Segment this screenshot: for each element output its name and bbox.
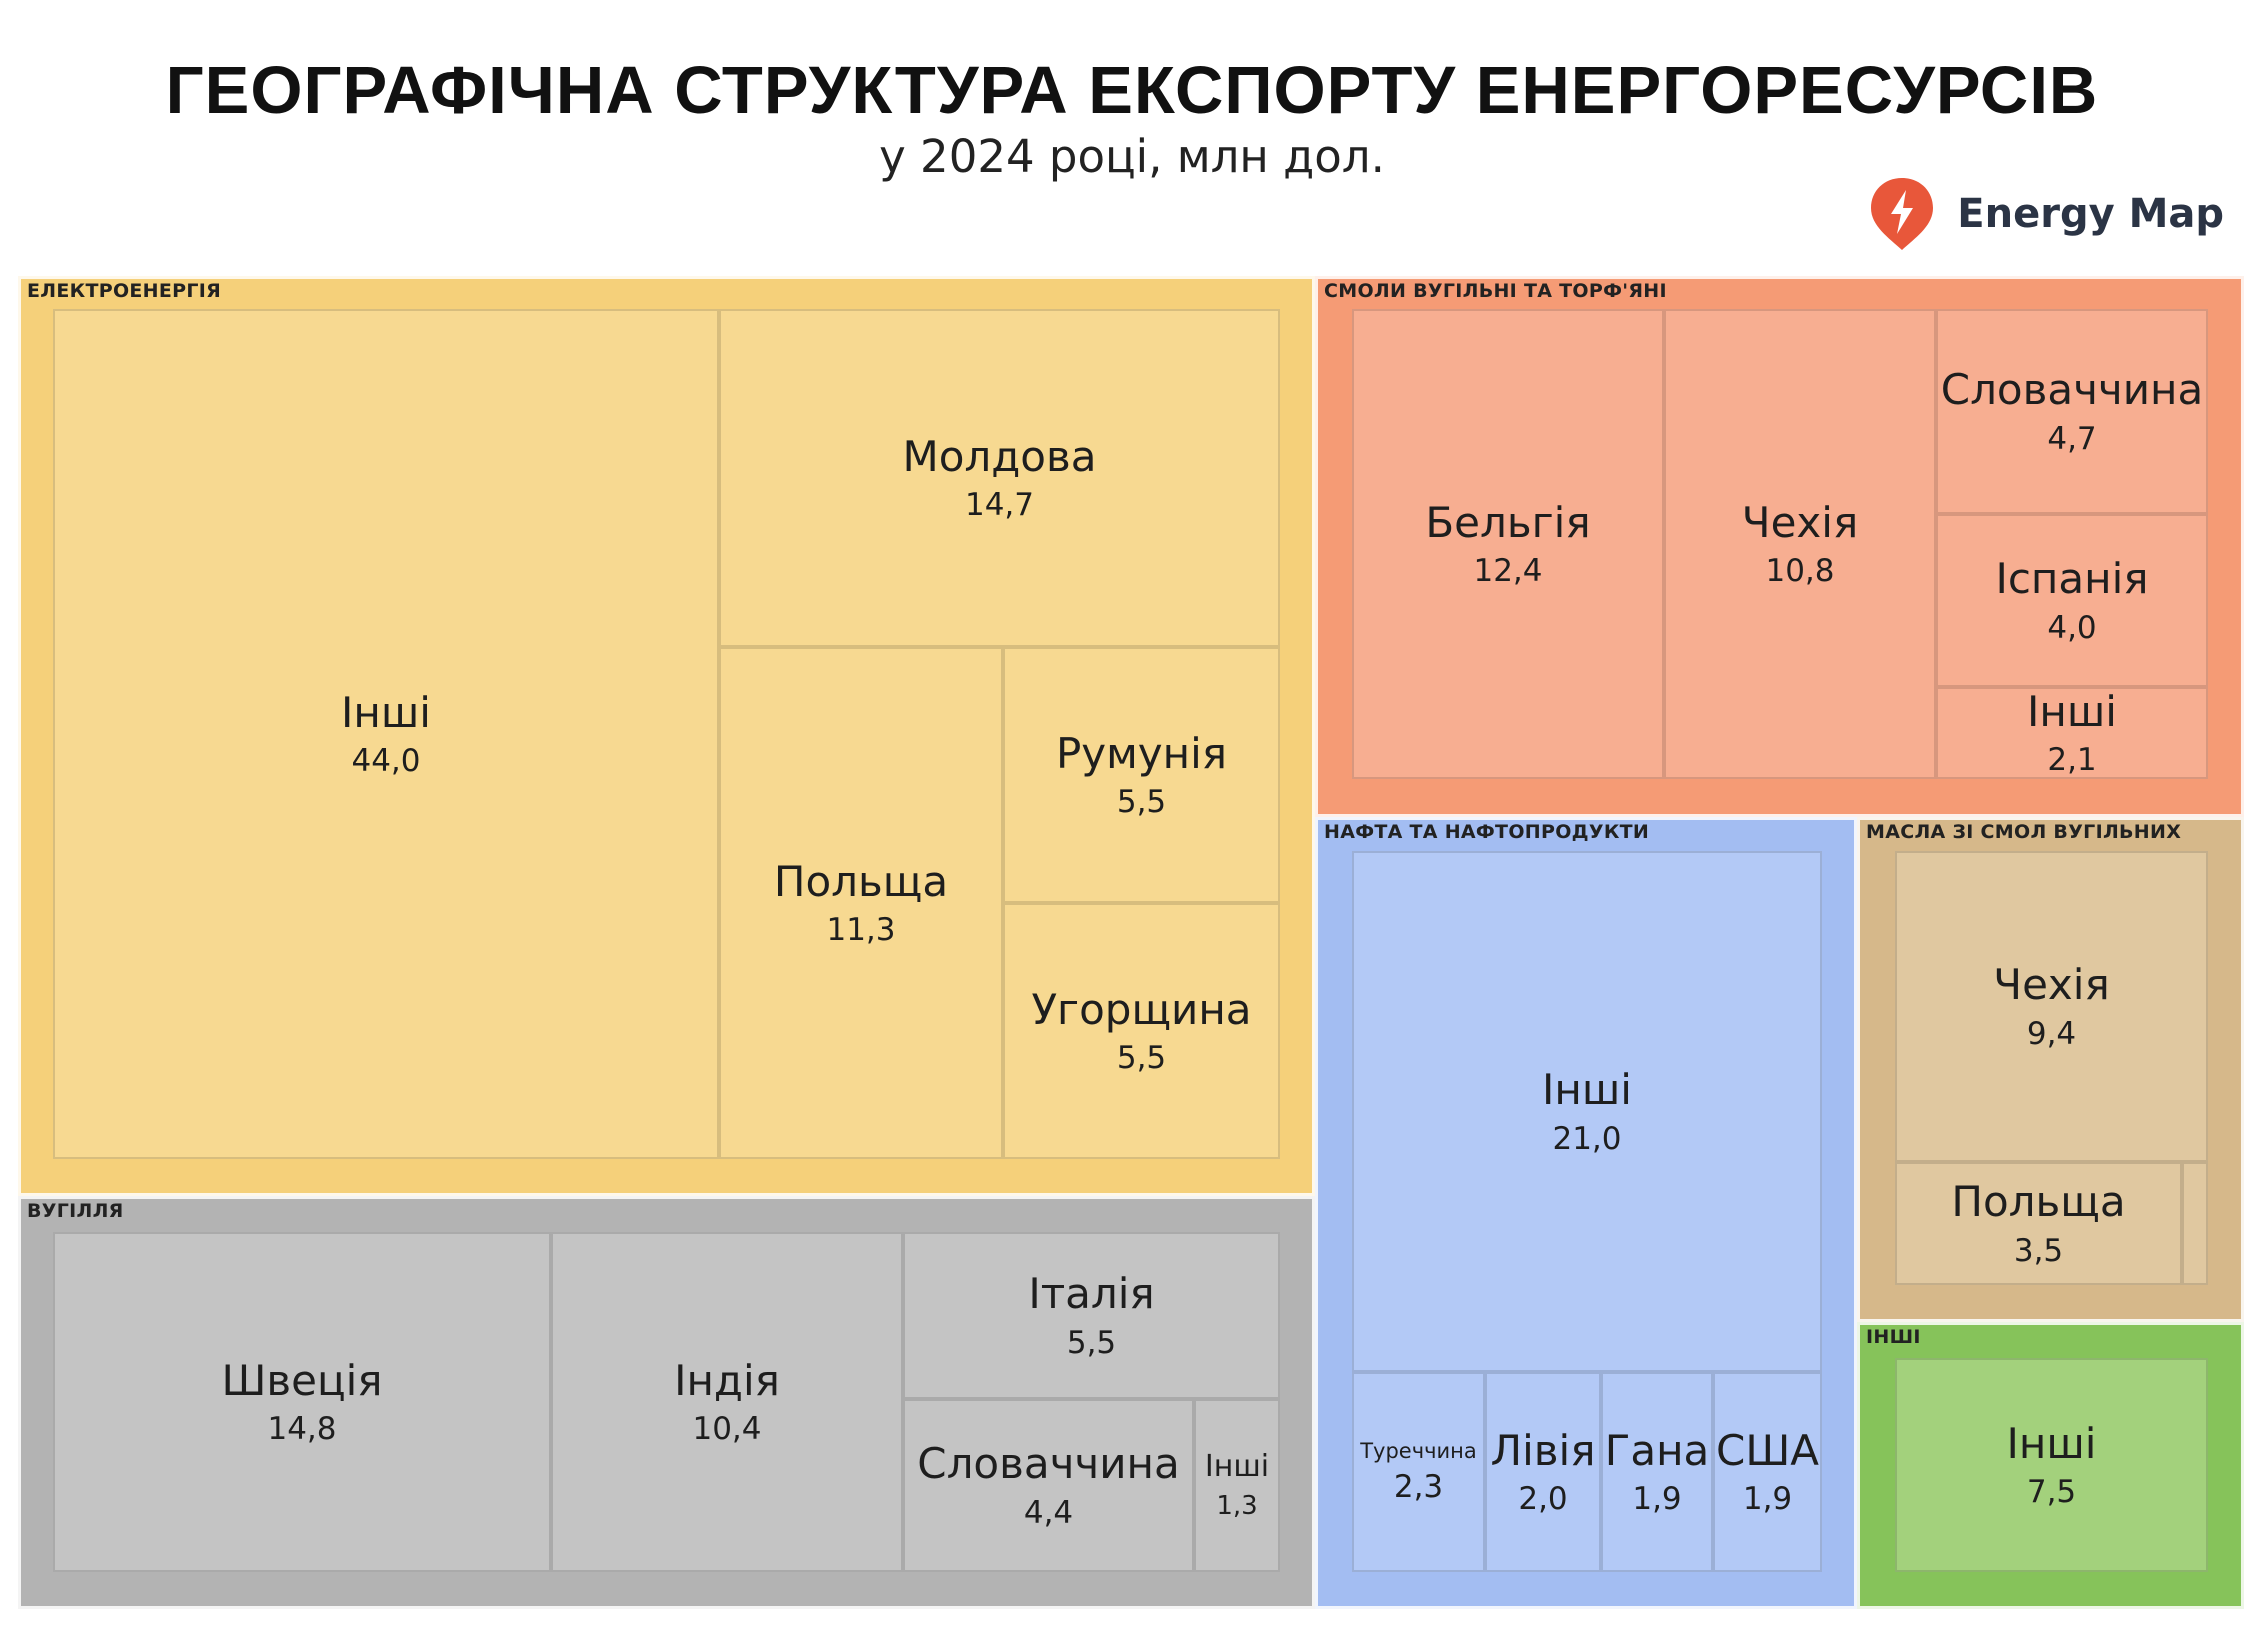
cell-value: 2,1 [2047,742,2097,779]
cell-label: Туреччина [1360,1438,1477,1463]
treemap-cell[interactable]: Італія 5,5 [903,1232,1280,1399]
cell-value: 4,4 [1023,1494,1074,1531]
treemap-cell[interactable]: Іспанія 4,0 [1936,514,2208,687]
cell-value: 14,8 [267,1411,337,1448]
group-label: ІНШІ [1866,1326,1921,1348]
treemap-cell[interactable]: Інші 7,5 [1895,1358,2208,1572]
cell-label: Індія [674,1355,780,1405]
cell-value: 4,0 [2047,609,2097,646]
cell-value: 11,3 [826,912,896,949]
cell-value: 44,0 [351,743,421,780]
treemap-cell[interactable]: Румунія 5,5 [1003,647,1280,903]
treemap-cell[interactable]: Угорщина 5,5 [1003,903,1280,1159]
treemap-cell[interactable]: Інші 21,0 [1352,851,1822,1372]
cell-label: Румунія [1055,728,1228,778]
cell-label: Гана [1604,1425,1710,1475]
group-label: СМОЛИ ВУГІЛЬНІ ТА ТОРФ'ЯНІ [1324,280,1667,302]
treemap-cell[interactable]: Інші 2,1 [1936,687,2208,779]
cell-label: Бельгія [1425,497,1591,547]
cell-value: 10,8 [1765,553,1835,590]
page-title: ГЕОГРАФІЧНА СТРУКТУРА ЕКСПОРТУ ЕНЕРГОРЕС… [165,53,2099,128]
treemap-cell[interactable]: Лівія 2,0 [1485,1372,1601,1572]
cell-label: Інші [341,687,431,737]
treemap-cell[interactable]: Індія 10,4 [551,1232,903,1572]
lightning-pin-icon [1871,178,1934,250]
treemap-cell[interactable]: Польща 3,5 [1895,1162,2182,1285]
treemap-cell[interactable]: Молдова 14,7 [719,309,1280,647]
brand-name: Energy Map [1957,191,2224,237]
cell-label: США [1716,1425,1819,1475]
cell-label: Швеція [221,1355,383,1405]
treemap-cell[interactable]: Інші 1,3 [1194,1399,1280,1572]
cell-label: Угорщина [1031,984,1252,1034]
cell-label: Інші [2006,1418,2097,1468]
cell-value: 3,5 [2013,1232,2064,1269]
cell-value: 7,5 [2026,1474,2077,1511]
treemap-cell[interactable]: Словаччина 4,4 [903,1399,1194,1572]
treemap-cell[interactable]: Словаччина 4,7 [1936,309,2208,514]
cell-value: 9,4 [2026,1015,2077,1052]
cell-value: 1,9 [1632,1481,1682,1518]
cell-label: Словаччина [1940,365,2204,415]
cell-value: 5,5 [1116,1040,1167,1077]
cell-label: Словаччина [917,1439,1180,1489]
treemap-cell[interactable] [2182,1162,2208,1285]
group-label: МАСЛА ЗІ СМОЛ ВУГІЛЬНИХ [1866,821,2182,843]
cell-label: Чехія [1741,497,1859,547]
cell-value: 5,5 [1066,1324,1117,1361]
brand-logo: Energy Map [1869,176,2224,252]
cell-value: 14,7 [964,487,1035,524]
cell-label: Польща [1951,1177,2126,1227]
treemap-cell[interactable]: США 1,9 [1713,1372,1822,1572]
group-label: ЕЛЕКТРОЕНЕРГІЯ [27,280,222,302]
treemap-cell[interactable]: Туреччина 2,3 [1352,1372,1485,1572]
treemap-cell[interactable]: Чехія 10,8 [1664,309,1936,779]
treemap-cell[interactable]: Гана 1,9 [1601,1372,1713,1572]
cell-label: Італія [1028,1269,1155,1319]
cell-value: 21,0 [1552,1120,1622,1157]
group-label: ВУГІЛЛЯ [27,1200,124,1222]
cell-value: 1,3 [1216,1490,1258,1521]
treemap-cell[interactable]: Швеція 14,8 [53,1232,551,1572]
cell-label: Чехія [1993,960,2110,1010]
cell-label: Інші [1204,1449,1270,1485]
cell-value: 5,5 [1116,784,1167,821]
cell-label: Інші [1542,1065,1632,1115]
cell-label: Польща [773,856,949,906]
cell-value: 10,4 [692,1411,762,1448]
cell-value: 2,0 [1518,1481,1568,1518]
cell-label: Іспанія [1995,554,2149,604]
cell-label: Інші [2027,687,2117,736]
group-label: НАФТА ТА НАФТОПРОДУКТИ [1324,821,1650,843]
cell-value: 2,3 [1393,1469,1444,1506]
page-subtitle: у 2024 році, млн дол. [879,130,1385,183]
treemap-cell[interactable]: Чехія 9,4 [1895,851,2208,1162]
cell-value: 1,9 [1742,1481,1793,1518]
treemap-cell[interactable]: Інші 44,0 [53,309,719,1159]
treemap-cell[interactable]: Польща 11,3 [719,647,1003,1159]
cell-label: Молдова [902,431,1097,481]
treemap-cell[interactable]: Бельгія 12,4 [1352,309,1664,779]
cell-value: 12,4 [1473,553,1543,590]
cell-label: Лівія [1490,1425,1596,1475]
cell-value: 4,7 [2047,420,2097,457]
